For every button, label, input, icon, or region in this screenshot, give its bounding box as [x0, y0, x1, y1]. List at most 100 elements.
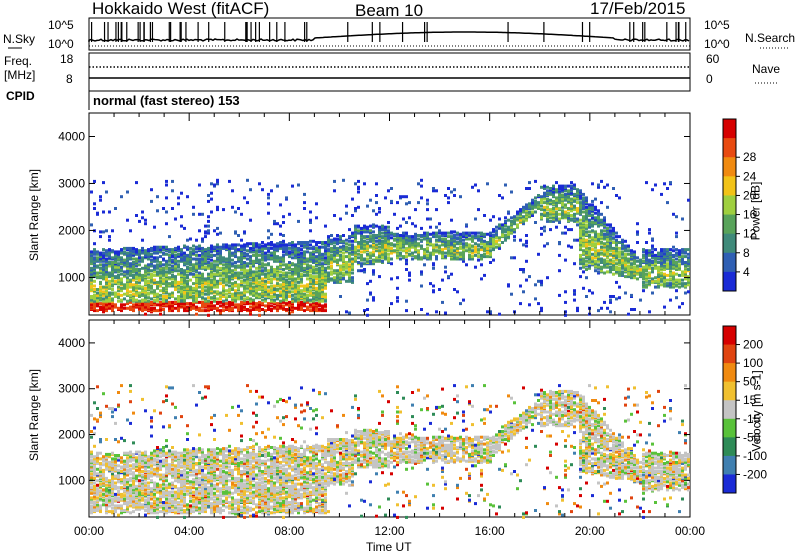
data-cell [450, 272, 453, 276]
data-cell [378, 249, 381, 253]
data-cell [120, 256, 123, 260]
data-cell [165, 210, 168, 214]
data-cell [489, 261, 492, 264]
data-cell [549, 187, 552, 190]
data-cell [264, 263, 267, 267]
data-cell [588, 239, 591, 243]
data-cell [264, 297, 267, 301]
data-cell [168, 263, 171, 267]
data-cell [225, 257, 228, 261]
data-cell [186, 245, 189, 249]
data-cell [471, 255, 474, 259]
noise-tick-high: 10^5 [48, 18, 74, 32]
data-cell [339, 217, 342, 221]
data-cell [249, 246, 252, 250]
data-cell [330, 264, 333, 268]
data-cell [537, 252, 540, 256]
data-cell [480, 277, 483, 281]
data-cell [519, 302, 522, 306]
data-cell [639, 258, 642, 262]
data-cell [144, 273, 147, 277]
nsky-label: N.Sky [3, 32, 36, 46]
data-cell [405, 231, 408, 235]
data-cell [585, 268, 588, 271]
data-cell [309, 285, 312, 289]
data-cell [270, 295, 273, 298]
data-cell [642, 248, 645, 252]
data-cell [138, 284, 141, 288]
data-cell [303, 292, 306, 296]
data-cell [117, 276, 120, 280]
data-cell [522, 205, 525, 209]
data-cell [147, 291, 150, 295]
data-cell [111, 291, 114, 295]
data-cell [177, 263, 180, 267]
data-cell [513, 215, 516, 219]
data-cell [456, 241, 459, 244]
data-cell [102, 302, 105, 306]
data-cell [102, 259, 105, 263]
data-cell [300, 284, 303, 288]
data-cell [192, 205, 195, 209]
data-cell [216, 232, 219, 236]
data-cell [309, 243, 312, 247]
data-cell [543, 244, 546, 248]
data-cell [570, 217, 573, 221]
data-cell [204, 292, 207, 296]
data-cell [477, 243, 480, 247]
data-cell [297, 183, 300, 187]
data-cell [618, 258, 621, 262]
data-cell [141, 302, 144, 306]
data-cell [657, 251, 660, 255]
data-cell [186, 309, 189, 313]
data-cell [603, 271, 606, 275]
data-cell [366, 241, 369, 244]
data-cell [540, 279, 543, 283]
data-cell [114, 303, 117, 307]
data-cell [342, 239, 345, 243]
data-cell [333, 214, 336, 217]
data-cell [330, 270, 333, 274]
data-cell [180, 215, 183, 219]
freq-tick-high: 18 [60, 52, 74, 66]
data-cell [273, 268, 276, 271]
data-cell [240, 244, 243, 248]
data-cell [360, 269, 363, 273]
data-cell [171, 250, 174, 254]
data-cell [165, 290, 168, 294]
data-cell [465, 223, 468, 227]
data-cell [294, 296, 297, 300]
data-cell [276, 222, 279, 226]
data-cell [147, 279, 150, 283]
data-cell [576, 238, 579, 242]
data-cell [225, 302, 228, 306]
data-cell [249, 282, 252, 286]
data-cell [192, 244, 195, 248]
data-cell [144, 253, 147, 257]
data-cell [126, 276, 129, 280]
data-cell [477, 208, 480, 212]
data-cell [579, 189, 582, 193]
data-cell [393, 232, 396, 236]
data-cell [582, 210, 585, 214]
data-cell [141, 306, 144, 310]
data-cell [303, 207, 306, 210]
data-cell [291, 241, 294, 244]
data-cell [102, 210, 105, 214]
data-cell [201, 275, 204, 279]
data-cell [666, 187, 669, 190]
data-cell [306, 283, 309, 287]
data-cell [204, 277, 207, 281]
data-cell [201, 296, 204, 300]
data-cell [162, 263, 165, 267]
data-cell [129, 256, 132, 260]
data-cell [147, 285, 150, 289]
data-cell [144, 286, 147, 290]
data-cell [333, 269, 336, 273]
data-cell [240, 279, 243, 283]
data-cell [144, 298, 147, 302]
data-cell [360, 262, 363, 266]
data-cell [189, 266, 192, 270]
data-cell [369, 291, 372, 295]
data-cell [90, 284, 93, 288]
